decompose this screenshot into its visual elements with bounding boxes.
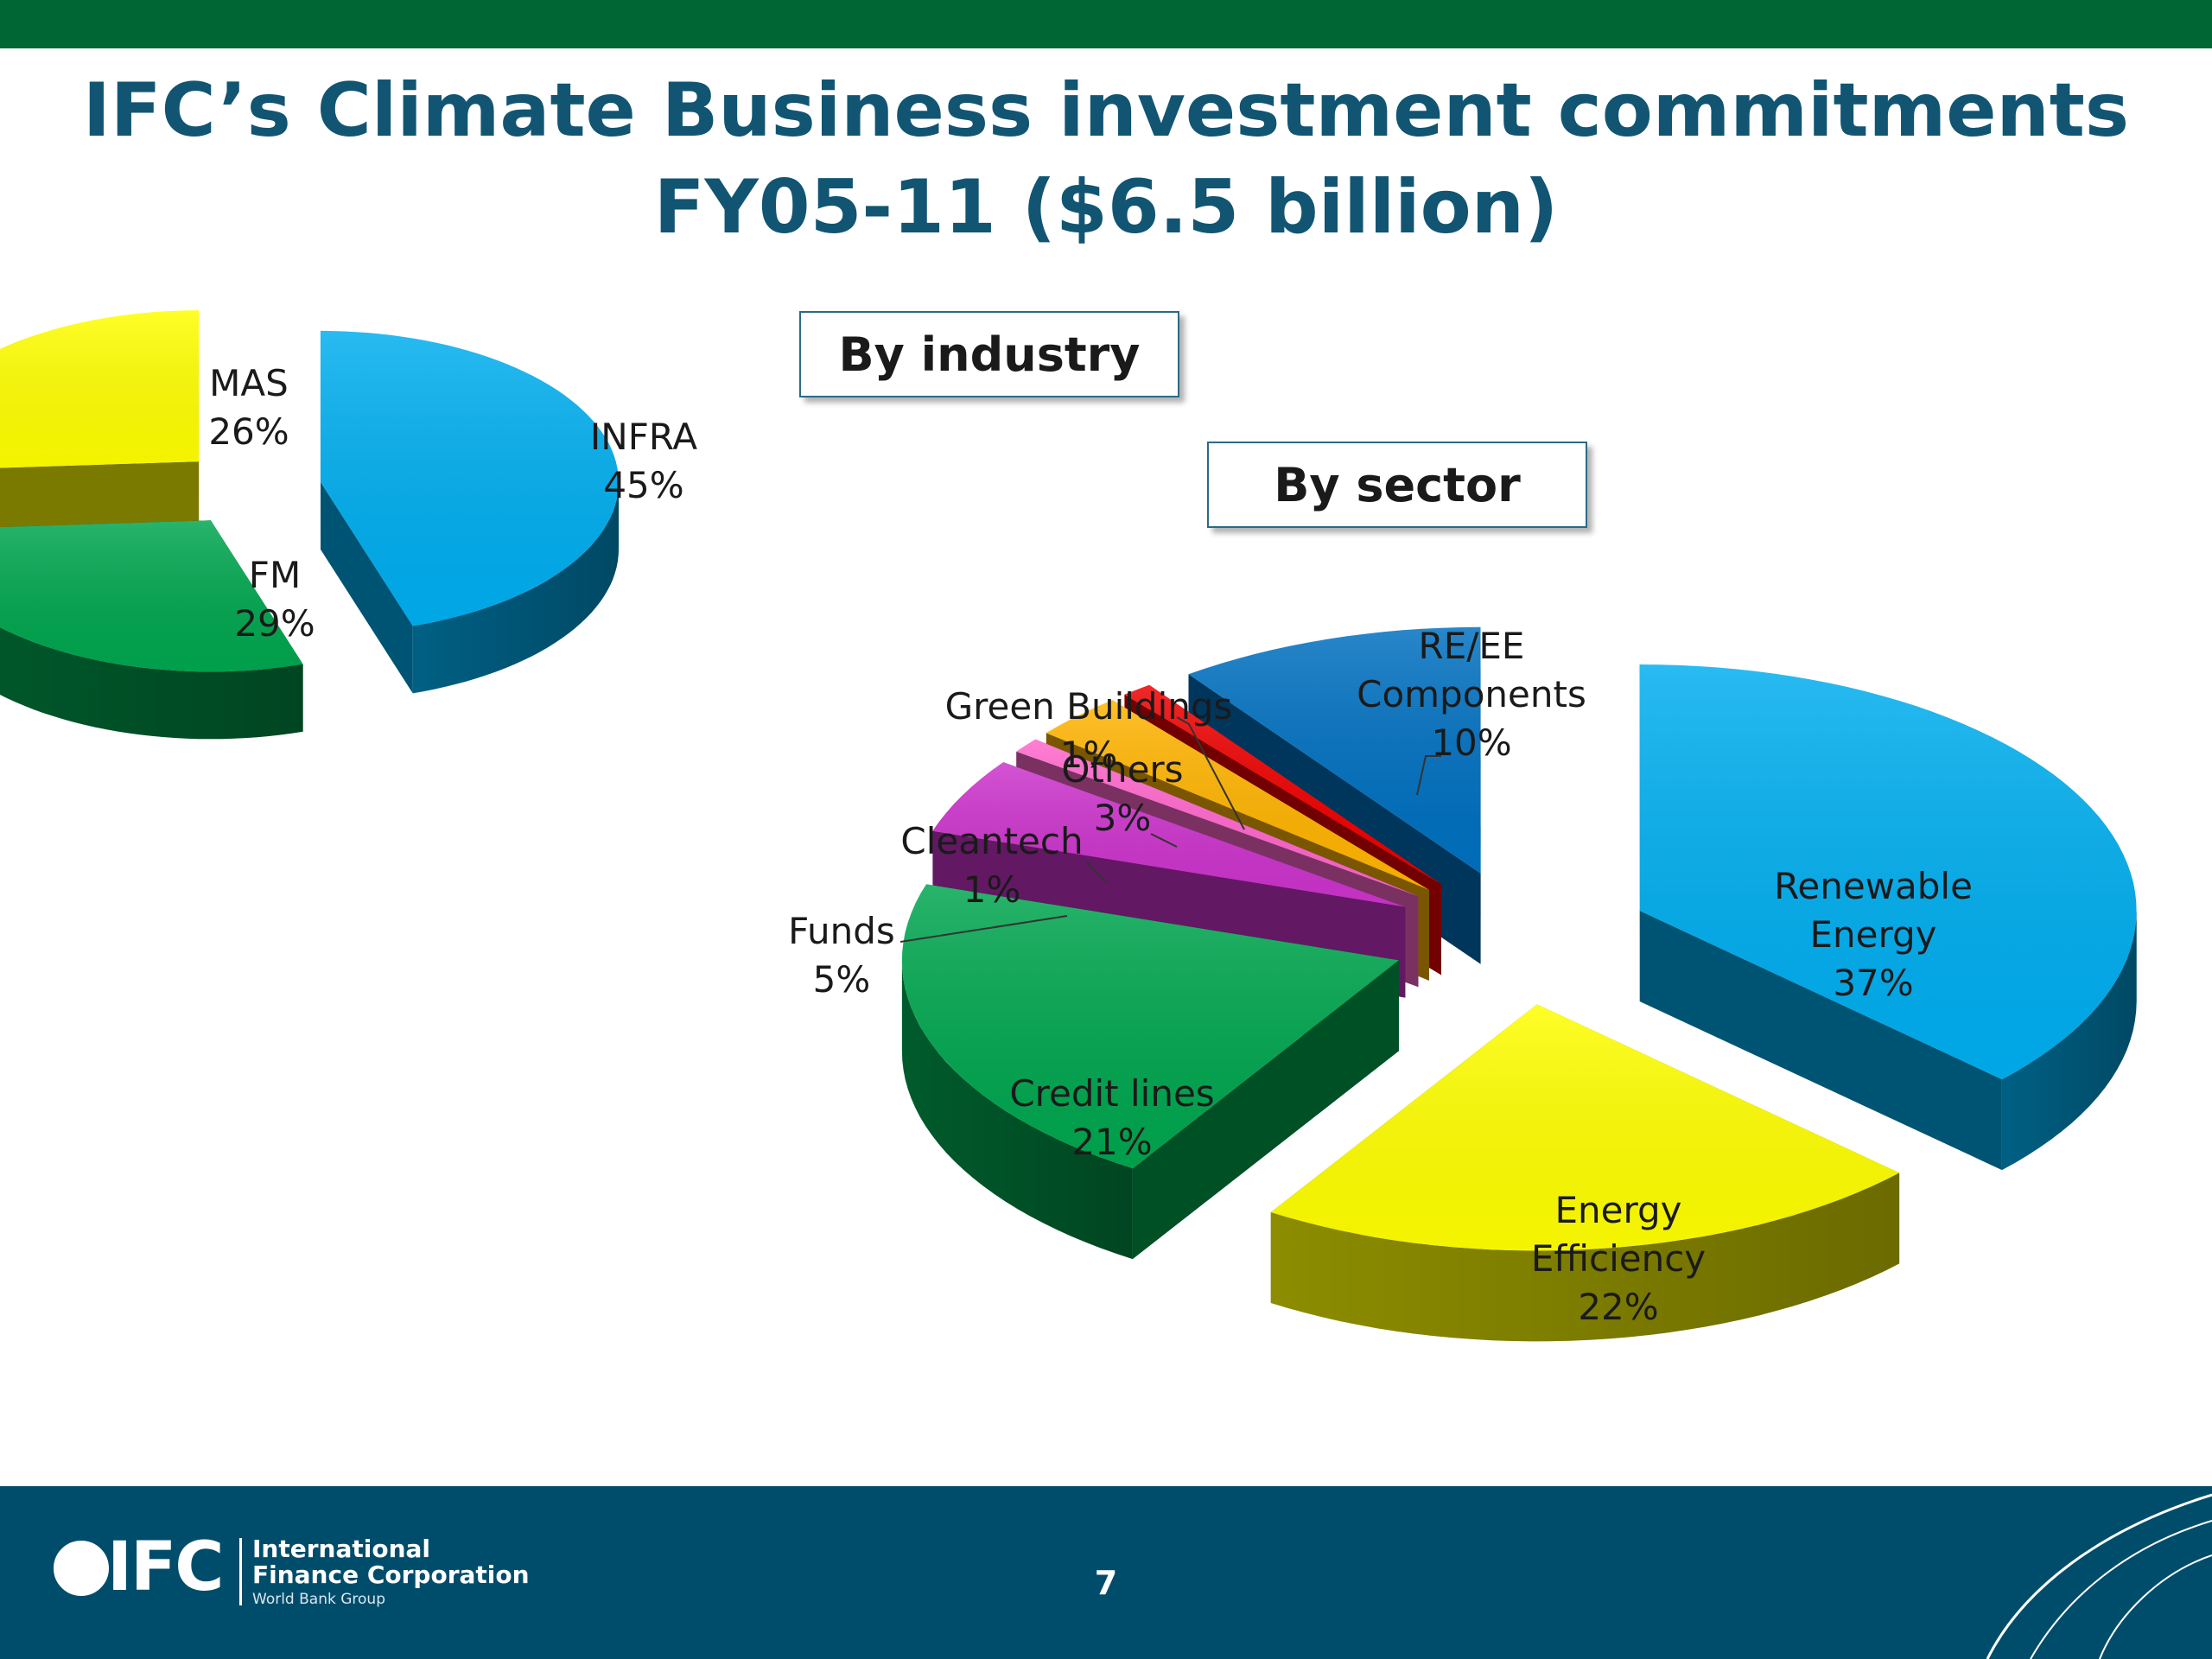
org-name-line2: Finance Corporation [252, 1560, 530, 1589]
slice-gloss-energy-efficiency [1270, 1004, 1900, 1251]
slice-gloss-credit-lines [901, 884, 1399, 1169]
slice-gloss-green-buildings [1124, 684, 1441, 885]
data-label-energy-efficiency: Energy Efficiency 22% [1531, 1189, 1706, 1328]
slice-wall-fm-shade [0, 627, 303, 740]
data-label-cleantech: Cleantech 1% [900, 820, 1083, 911]
slice-gloss-infra [320, 330, 619, 626]
slide-title: IFC’s Climate Business investment commit… [0, 62, 2212, 256]
decorative-swoosh-icon [1986, 1493, 2212, 1659]
slice-side-0-credit-lines [1132, 960, 1399, 1260]
org-name-line1: International [252, 1535, 431, 1563]
page-number: 7 [1094, 1564, 1118, 1602]
slice-side-1-renewable-energy [1639, 911, 2002, 1171]
slice-gloss-fm [0, 520, 303, 672]
slice-side-1-infra [321, 481, 413, 694]
footer-bar: IFC International Finance Corporation Wo… [0, 1486, 2212, 1659]
data-label-credit-lines: Credit lines 21% [1009, 1072, 1214, 1163]
slice-wall-infra-shade [412, 481, 619, 694]
slice-wall-credit-lines-shade [901, 960, 1133, 1260]
globe-icon [54, 1541, 109, 1596]
leader-line-funds [899, 915, 1068, 943]
charts-canvas: INFRA 45% FM 29% MAS 26% Renewable Energy 37% En… [0, 310, 2137, 1342]
by-industry-box: By industry [799, 311, 1179, 397]
leader-line-cleantech [1086, 861, 1107, 882]
data-label-infra: INFRA 45% [590, 416, 697, 506]
slice-gloss-re-ee-components [1188, 626, 1481, 874]
slide-title-line1: IFC’s Climate Business investment commit… [82, 67, 2130, 154]
leader-line-green-buildings [1176, 716, 1245, 830]
ifc-logo: IFC [107, 1529, 225, 1606]
slice-wall-renewable-energy-shade [2001, 911, 2137, 1171]
slice-side-0-mas [0, 461, 200, 536]
slide-title-line2: FY05-11 ($6.5 billion) [653, 164, 1559, 251]
slice-gloss-cleantech [1016, 739, 1419, 897]
leader-line-re-ee-components [1416, 755, 1441, 796]
data-label-funds: Funds 5% [788, 910, 895, 1001]
slice-gloss-others [1046, 700, 1429, 890]
top-accent-bar [0, 0, 2212, 48]
data-label-fm: FM 29% [234, 554, 315, 645]
logo-divider [239, 1538, 242, 1605]
pie-chart-industry: INFRA 45% FM 29% MAS 26% [0, 310, 697, 740]
org-name-line3: World Bank Group [252, 1591, 385, 1608]
slice-gloss-mas [0, 310, 200, 468]
data-label-others: Others 3% [1061, 748, 1183, 839]
data-label-green-buildings: Green Buildings 1% [945, 685, 1233, 776]
data-label-renewable-energy: Renewable Energy 37% [1774, 865, 1973, 1004]
data-label-re-ee-components: RE/EE Components 10% [1357, 625, 1586, 764]
leader-line-others [1150, 833, 1178, 848]
pie-chart-sector: Renewable Energy 37% Energy Efficiency 22% Cre… [788, 625, 2137, 1342]
slice-gloss-renewable-energy [1639, 664, 2137, 1080]
by-sector-box: By sector [1207, 442, 1587, 528]
data-label-mas: MAS 26% [208, 362, 289, 453]
slice-wall-energy-efficiency-shade [1270, 1173, 1900, 1342]
slice-gloss-funds [932, 762, 1406, 907]
